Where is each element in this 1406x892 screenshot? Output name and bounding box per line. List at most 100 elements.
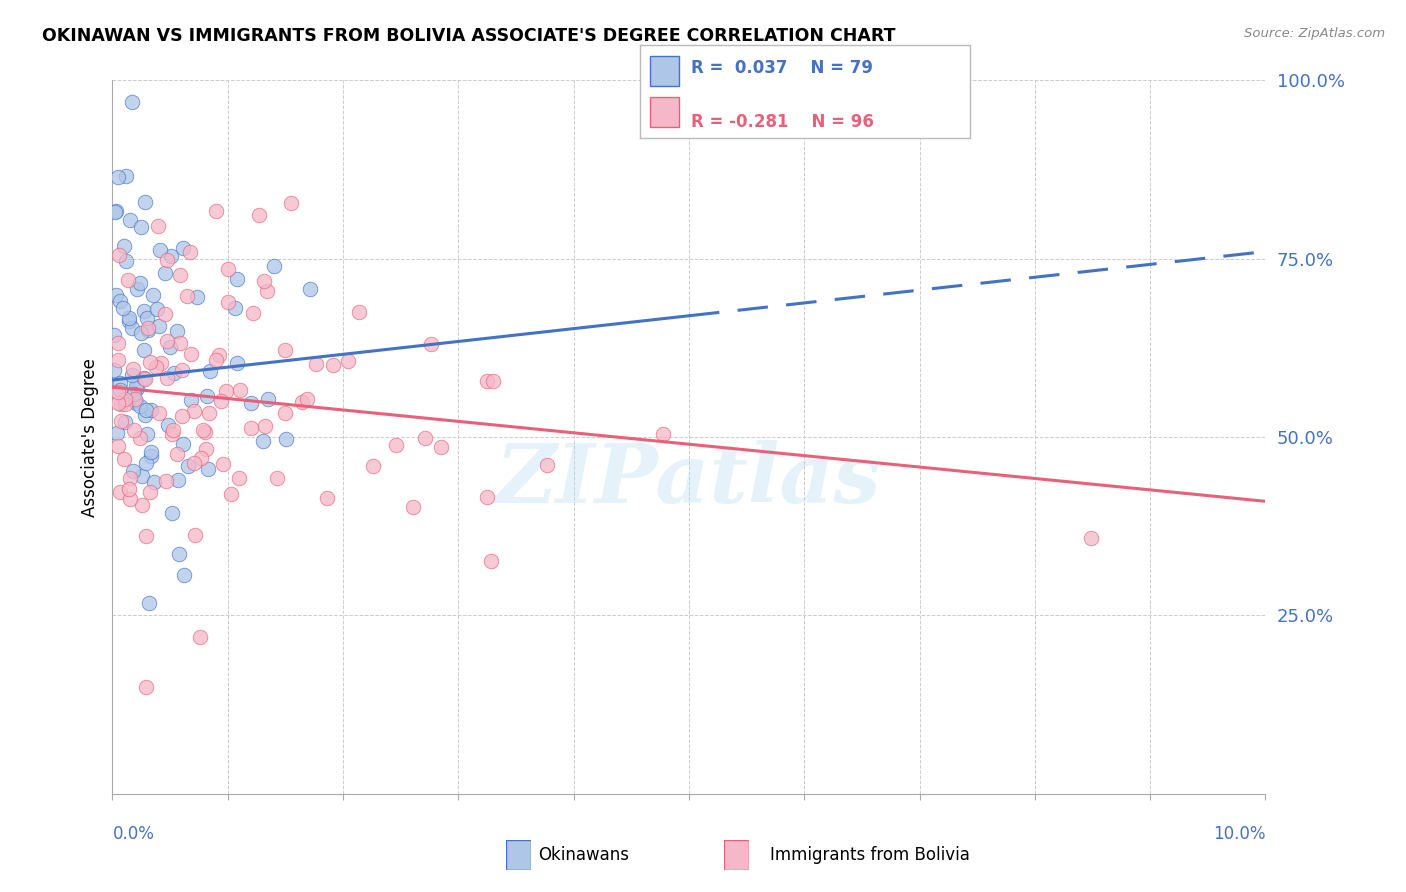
Point: [125, 282, 148, 296]
Point: [299, 282, 322, 296]
Point: [114, 392, 136, 407]
Point: [134, 195, 156, 210]
Point: [347, 304, 370, 318]
Point: [121, 95, 143, 109]
Point: [291, 394, 314, 409]
Point: [205, 204, 228, 219]
Point: [153, 266, 176, 280]
Point: [107, 352, 129, 367]
Point: [156, 253, 179, 268]
Point: [115, 254, 138, 268]
Point: [177, 458, 200, 473]
Point: [108, 384, 131, 398]
Point: [125, 395, 148, 409]
Point: [276, 432, 298, 446]
Point: [173, 568, 195, 582]
Point: [142, 288, 165, 302]
Point: [240, 396, 263, 410]
Text: 10.0%: 10.0%: [1213, 825, 1265, 843]
Point: [242, 306, 264, 320]
Point: [419, 337, 441, 351]
Point: [221, 487, 243, 501]
Point: [536, 458, 558, 472]
Point: [160, 507, 183, 521]
Point: [129, 399, 152, 413]
Point: [105, 204, 128, 219]
Point: [107, 439, 129, 453]
Point: [172, 362, 194, 376]
Text: R =  0.037    N = 79: R = 0.037 N = 79: [690, 60, 873, 78]
Point: [108, 484, 131, 499]
Point: [103, 327, 125, 342]
Point: [134, 409, 156, 423]
Point: [169, 335, 191, 350]
Point: [136, 320, 159, 334]
Point: [162, 426, 184, 441]
Point: [211, 457, 233, 471]
Point: [115, 169, 138, 183]
Point: [224, 301, 246, 315]
Point: [134, 371, 156, 385]
Point: [479, 554, 502, 568]
Point: [103, 363, 125, 377]
Point: [162, 423, 184, 437]
Point: [131, 498, 153, 512]
Point: [129, 431, 152, 445]
Point: [652, 427, 675, 442]
Point: [122, 423, 145, 437]
Point: [110, 397, 132, 411]
Point: [148, 318, 170, 333]
Point: [111, 301, 134, 316]
Point: [138, 355, 160, 369]
Point: [107, 396, 129, 410]
Point: [112, 452, 135, 467]
Point: [108, 376, 131, 391]
Point: [240, 421, 263, 435]
Point: [136, 427, 159, 442]
Point: [104, 204, 127, 219]
Point: [384, 438, 406, 452]
Point: [127, 381, 149, 395]
Point: [131, 220, 153, 235]
Point: [125, 378, 148, 392]
Point: [214, 384, 236, 399]
Point: [166, 447, 188, 461]
Point: [226, 356, 249, 370]
Point: [197, 462, 219, 476]
Point: [429, 440, 451, 454]
Point: [132, 304, 155, 318]
Point: [148, 219, 170, 233]
Point: [156, 371, 179, 385]
Point: [305, 357, 328, 371]
Point: [155, 474, 177, 488]
Point: [1080, 531, 1102, 545]
Point: [266, 471, 288, 485]
Point: [274, 343, 297, 358]
Point: [107, 336, 129, 351]
Point: [139, 485, 162, 500]
Point: [105, 288, 128, 302]
Bar: [650, 56, 679, 86]
Point: [167, 547, 190, 561]
Point: [149, 243, 172, 257]
Point: [184, 527, 207, 541]
Point: [142, 475, 165, 489]
Point: [120, 213, 142, 227]
Text: Immigrants from Bolivia: Immigrants from Bolivia: [770, 846, 970, 863]
Point: [153, 307, 176, 321]
Point: [114, 415, 136, 429]
Point: [135, 529, 157, 543]
Point: [225, 271, 247, 285]
Point: [217, 294, 239, 309]
Bar: [650, 97, 679, 127]
Point: [315, 491, 337, 505]
Point: [475, 374, 498, 388]
Y-axis label: Associate's Degree: Associate's Degree: [80, 358, 98, 516]
Point: [217, 262, 239, 277]
Point: [110, 414, 132, 428]
Point: [197, 406, 219, 420]
Point: [402, 500, 425, 514]
Point: [145, 359, 167, 374]
Point: [195, 442, 218, 456]
Point: [263, 259, 285, 273]
